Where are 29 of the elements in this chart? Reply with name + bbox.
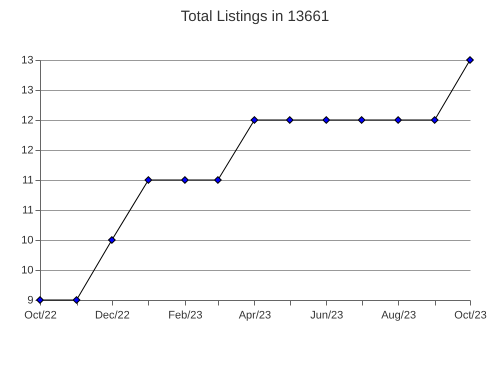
y-tick-label: 10 <box>21 234 34 246</box>
x-tick-label: Oct/22 <box>24 310 57 322</box>
y-tick-label: 11 <box>22 204 34 216</box>
x-tick-label: Apr/23 <box>238 310 272 322</box>
point <box>72 296 80 304</box>
y-tick-label: 13 <box>21 54 34 66</box>
point <box>181 176 189 184</box>
x-tick-label: Dec/22 <box>94 310 130 322</box>
x-tick-label: Jun/23 <box>310 310 344 322</box>
point <box>466 56 474 64</box>
point <box>286 116 294 124</box>
point <box>430 116 439 124</box>
x-tick-label: Aug/23 <box>381 310 416 322</box>
point <box>108 236 116 244</box>
y-tick-label: 10 <box>21 264 34 276</box>
point <box>250 116 258 124</box>
x-tick-label: Feb/23 <box>168 310 203 322</box>
point <box>144 176 152 184</box>
y-tick-label: 12 <box>21 114 34 126</box>
y-tick-label: 13 <box>21 84 34 96</box>
y-tick-label: 12 <box>21 144 34 156</box>
x-tick-label: Oct/23 <box>454 310 487 322</box>
y-tick-label: 11 <box>22 174 34 186</box>
point <box>358 116 366 124</box>
y-tick-label: 9 <box>27 294 34 306</box>
point <box>214 176 222 184</box>
chart-title: Total Listings in 13661 <box>180 8 330 25</box>
point <box>322 116 330 124</box>
point <box>394 116 402 124</box>
